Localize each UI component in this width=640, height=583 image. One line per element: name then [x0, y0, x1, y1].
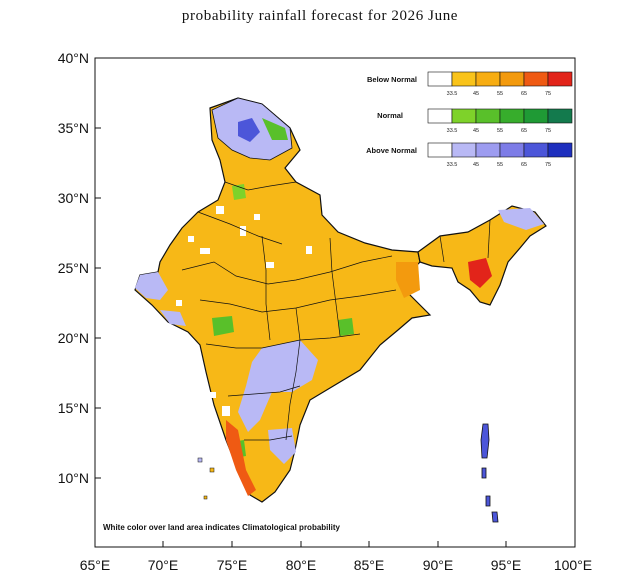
- legend-below-normal: Below Normal 33.5 45 55 65 75: [367, 71, 573, 97]
- legend-swatch: [547, 108, 573, 124]
- footnote: White color over land area indicates Cli…: [103, 523, 340, 532]
- legend-swatch: [499, 142, 525, 158]
- legend-swatch: [499, 71, 525, 87]
- normal-patch-north: [232, 184, 246, 200]
- x-tick-label: 95°E: [491, 557, 522, 573]
- deccan-above-normal: [238, 340, 318, 432]
- gujarat-above-normal: [135, 272, 168, 300]
- legend-swatch: [427, 71, 453, 87]
- legend-tick: 75: [545, 128, 551, 134]
- y-tick-label: 20°N: [58, 330, 89, 346]
- legend-above-normal: Above Normal 33.5 45 55 65 75: [366, 142, 573, 168]
- india-landmass: [134, 97, 547, 503]
- legend-label: Below Normal: [367, 75, 417, 84]
- legend-swatch: [475, 142, 501, 158]
- x-tick-label: 65°E: [80, 557, 111, 573]
- legend-label: Normal: [377, 111, 403, 120]
- legend-swatch: [523, 142, 549, 158]
- northeast-above: [498, 208, 544, 230]
- legend-tick: 33.5: [447, 128, 458, 134]
- legend-swatch: [451, 142, 477, 158]
- legend-tick: 65: [521, 128, 527, 134]
- climatological-white-patches: [176, 206, 312, 416]
- x-tick-label: 80°E: [286, 557, 317, 573]
- x-axis-labels: 65°E 70°E 75°E 80°E 85°E 90°E 95°E 100°E: [80, 557, 592, 573]
- west-coast-red: [226, 420, 256, 496]
- state-boundaries: [181, 181, 491, 441]
- legend-tick: 33.5: [447, 91, 458, 97]
- legend-swatch: [427, 108, 453, 124]
- andaman-islands: [480, 423, 499, 523]
- legend-tick: 65: [521, 91, 527, 97]
- jk-normal: [262, 118, 288, 140]
- legend-tick: 45: [473, 128, 479, 134]
- legend-tick: 65: [521, 162, 527, 168]
- y-tick-label: 35°N: [58, 120, 89, 136]
- legend-label: Above Normal: [366, 146, 417, 155]
- legend-swatch: [523, 71, 549, 87]
- x-tick-label: 100°E: [554, 557, 592, 573]
- normal-patch-central: [338, 318, 354, 336]
- gujarat-coast-above: [160, 310, 186, 326]
- legend-tick: 75: [545, 162, 551, 168]
- legend-tick: 45: [473, 91, 479, 97]
- axis-ticks: [94, 57, 576, 547]
- mainland-region: [134, 97, 432, 503]
- legend-tick: 55: [497, 128, 503, 134]
- y-tick-label: 15°N: [58, 400, 89, 416]
- legend-swatch: [427, 142, 453, 158]
- x-tick-label: 70°E: [148, 557, 179, 573]
- legend-swatch: [451, 71, 477, 87]
- y-tick-label: 10°N: [58, 470, 89, 486]
- y-tick-label: 25°N: [58, 260, 89, 276]
- legend-swatch: [547, 71, 573, 87]
- y-tick-label: 40°N: [58, 50, 89, 66]
- legend-tick: 75: [545, 91, 551, 97]
- x-tick-label: 85°E: [354, 557, 385, 573]
- legend-tick: 55: [497, 91, 503, 97]
- legend-swatch: [499, 108, 525, 124]
- map-title: probability rainfall forecast for 2026 J…: [181, 8, 459, 24]
- legend-tick: 45: [473, 162, 479, 168]
- y-tick-label: 30°N: [58, 190, 89, 206]
- legend-swatch: [547, 142, 573, 158]
- x-tick-label: 75°E: [217, 557, 248, 573]
- tamilnadu-above-normal: [268, 428, 296, 464]
- legend-swatch: [475, 71, 501, 87]
- legend-swatch: [451, 108, 477, 124]
- lakshadweep-islands: [197, 457, 215, 500]
- normal-patch-west: [212, 316, 234, 336]
- y-axis-labels: 40°N 35°N 30°N 25°N 20°N 15°N 10°N: [58, 50, 89, 486]
- legend-swatch: [475, 108, 501, 124]
- northeast-red: [468, 258, 492, 288]
- legend-normal: Normal 33.5 45 55 65 75: [377, 108, 573, 134]
- jk-dark-above: [238, 118, 260, 142]
- bengal-orange: [396, 262, 420, 298]
- legend-tick: 55: [497, 162, 503, 168]
- legend: Below Normal 33.5 45 55 65 75 Normal 33.…: [366, 71, 573, 168]
- legend-tick: 33.5: [447, 162, 458, 168]
- x-tick-label: 90°E: [423, 557, 454, 573]
- legend-swatch: [523, 108, 549, 124]
